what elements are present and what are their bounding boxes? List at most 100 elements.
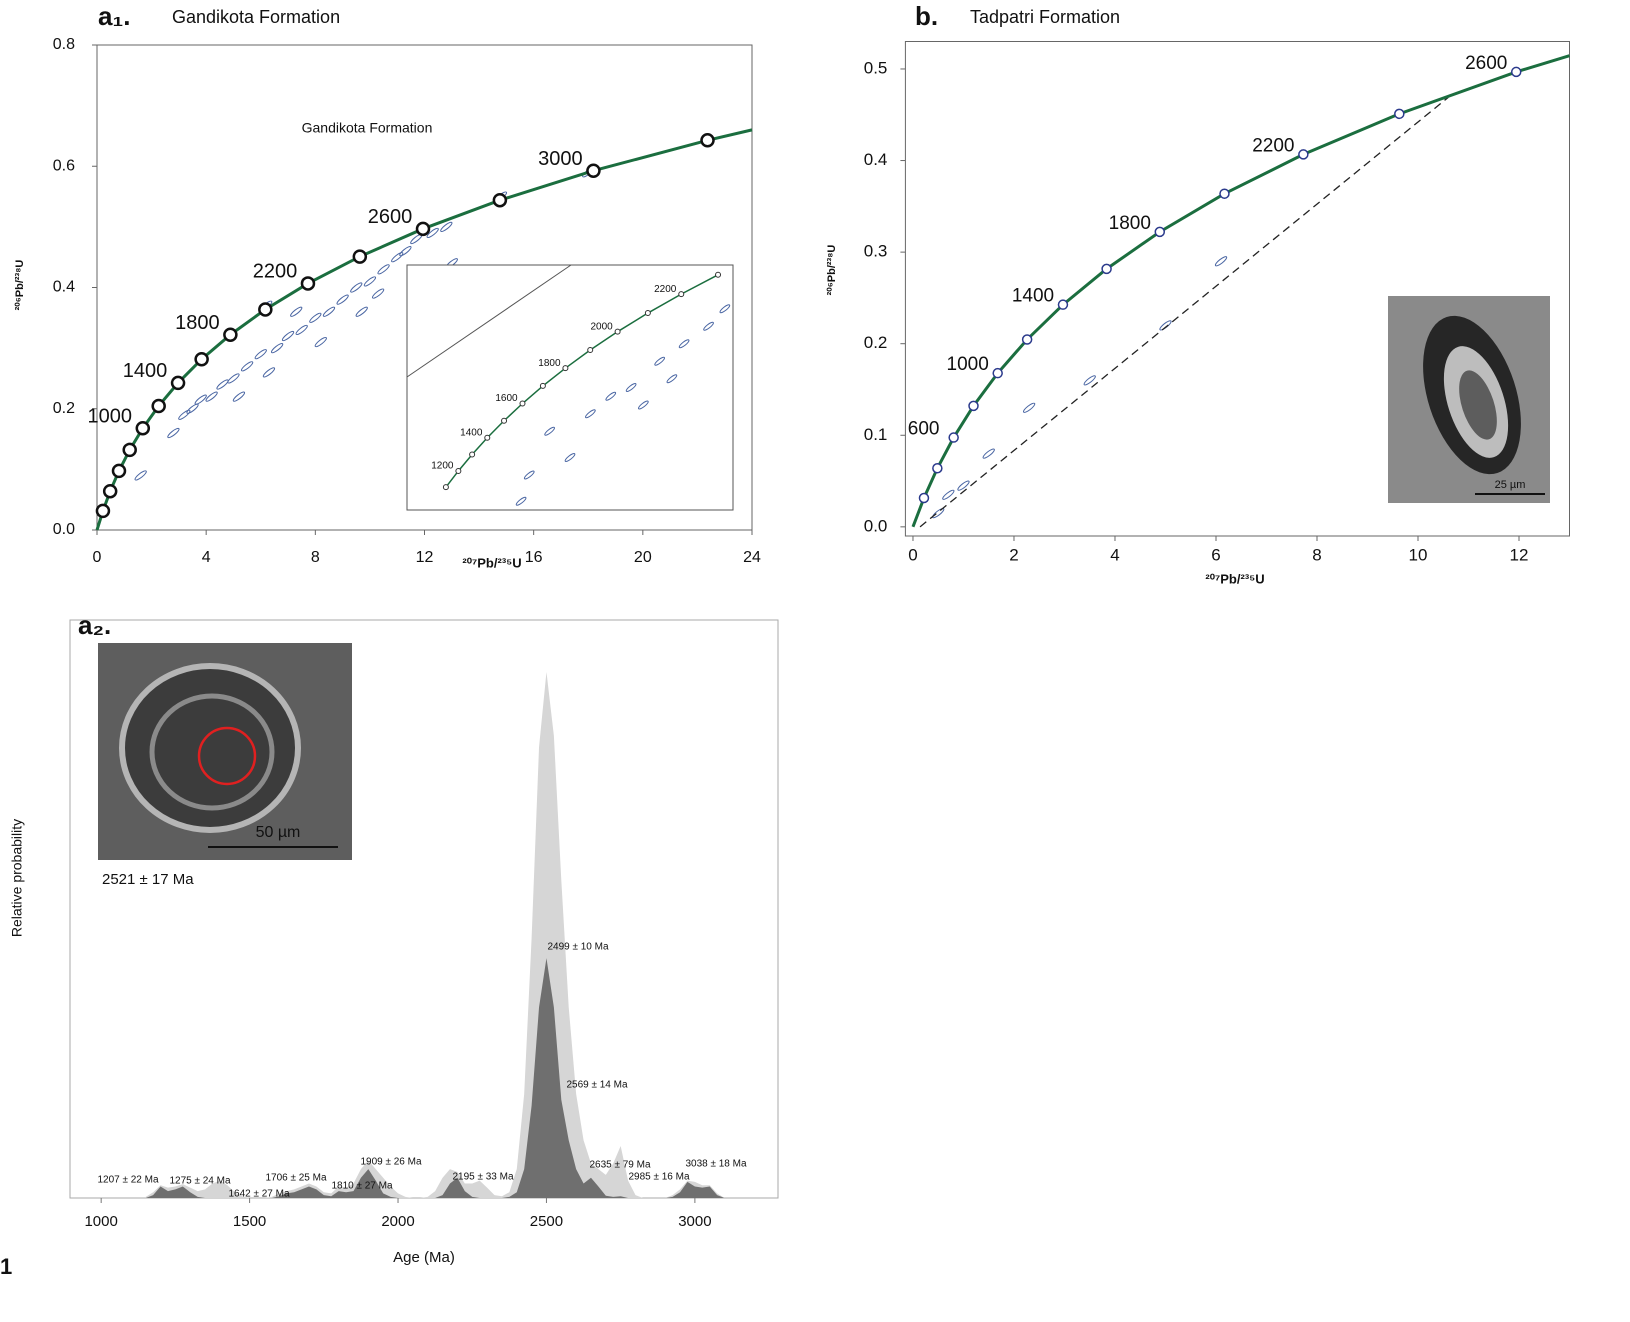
inset-marker	[539, 382, 546, 389]
x-tick-label: 4	[202, 549, 211, 566]
age-marker	[1154, 226, 1166, 238]
x-tick-label: 12	[1510, 545, 1529, 564]
age-marker	[102, 483, 118, 499]
age-marker	[1219, 188, 1230, 199]
analysis-ellipse	[523, 470, 535, 480]
age-label: 1000	[947, 354, 989, 375]
inset-marker	[715, 271, 722, 278]
y-axis-title: ²⁰⁶Pb/²³⁸U	[14, 260, 26, 311]
analysis-ellipse	[186, 403, 199, 414]
age-marker	[1394, 108, 1405, 120]
inset-marker	[562, 365, 569, 372]
x-tick-label: 10	[1409, 545, 1428, 564]
analysis-ellipse	[322, 306, 336, 317]
x-tick-label: 3000	[678, 1213, 711, 1230]
analysis-ellipse	[216, 379, 229, 390]
peak-annotation: 1275 ± 24 Ma	[169, 1176, 231, 1187]
figure-label: 1	[0, 1254, 12, 1279]
analysis-ellipse	[227, 373, 240, 384]
analysis-ellipse	[194, 394, 207, 405]
y-tick-label: 0.0	[864, 516, 888, 535]
age-label: 1800	[175, 312, 220, 334]
image-caption: 2521 ± 17 Ma	[102, 871, 194, 888]
inset-marker	[644, 310, 651, 317]
age-label: 2200	[1252, 135, 1294, 156]
analysis-ellipse	[240, 361, 254, 372]
analysis-ellipse	[932, 508, 945, 519]
analysis-ellipse	[355, 306, 368, 317]
inset-age-label: 2000	[590, 321, 613, 332]
age-marker	[170, 375, 186, 391]
y-tick-label: 0.2	[53, 400, 75, 417]
age-marker	[700, 133, 715, 148]
analysis-ellipse	[564, 453, 576, 462]
inset-frame	[406, 264, 734, 511]
scale-bar-label: 25 µm	[1495, 479, 1526, 491]
y-tick-label: 0.8	[53, 36, 75, 53]
age-label: 2200	[253, 261, 298, 283]
y-tick-label: 0.6	[53, 157, 75, 174]
age-marker	[111, 463, 127, 479]
inset-marker	[484, 434, 491, 441]
age-marker	[918, 492, 930, 504]
age-label: 1400	[123, 360, 168, 382]
age-marker	[122, 442, 137, 458]
analysis-ellipse	[363, 276, 377, 287]
age-label: 1800	[1109, 213, 1151, 234]
y-tick-label: 0.4	[53, 279, 75, 296]
x-tick-label: 8	[1312, 545, 1321, 564]
analysis-ellipse	[1083, 375, 1096, 386]
peak-annotation: 1810 ± 27 Ma	[331, 1181, 393, 1192]
x-tick-label: 0	[93, 549, 102, 566]
y-tick-label: 0.0	[53, 521, 75, 538]
age-marker	[932, 462, 943, 474]
peak-annotation: 2195 ± 33 Ma	[452, 1172, 514, 1183]
age-marker	[194, 351, 209, 367]
panel-label: a₁.	[98, 1, 130, 31]
inset-age-label: 1600	[495, 393, 518, 404]
inset-age-label: 2200	[654, 284, 677, 295]
analysis-ellipse	[399, 246, 412, 257]
panel-label: a₂.	[78, 610, 111, 640]
analysis-ellipse	[666, 374, 678, 384]
age-marker	[300, 276, 316, 291]
x-tick-label: 24	[743, 549, 761, 566]
peak-annotation: 1207 ± 22 Ma	[97, 1175, 159, 1186]
peak-annotation: 1909 ± 26 Ma	[360, 1157, 422, 1168]
age-label: 600	[908, 419, 940, 440]
y-tick-label: 0.2	[864, 333, 888, 352]
panel-label: b.	[915, 1, 938, 31]
x-tick-label: 20	[634, 549, 652, 566]
analysis-ellipse	[134, 470, 147, 481]
peak-annotation: 1642 ± 27 Ma	[228, 1189, 290, 1200]
analysis-ellipse	[426, 227, 439, 239]
inset-marker	[614, 328, 621, 335]
age-marker	[135, 421, 151, 436]
analysis-ellipse	[178, 409, 191, 420]
inset-marker	[678, 291, 685, 298]
analysis-ellipse	[371, 288, 385, 299]
age-label: 3000	[538, 148, 583, 170]
age-marker	[352, 249, 368, 264]
y-axis-title: Relative probability	[9, 819, 25, 937]
inset-marker	[519, 400, 526, 407]
age-label: 1000	[88, 406, 133, 428]
inset-marker	[587, 347, 594, 354]
analysis-ellipse	[982, 448, 995, 459]
analysis-ellipse	[281, 330, 295, 342]
scale-bar-label: 50 µm	[256, 824, 301, 841]
analysis-ellipse	[314, 336, 327, 348]
grain-image	[98, 643, 352, 860]
peak-annotation: 2635 ± 79 Ma	[589, 1160, 651, 1171]
peak-annotation: 2569 ± 14 Ma	[566, 1080, 628, 1091]
analysis-ellipse	[440, 221, 453, 232]
analysis-ellipse	[391, 252, 404, 263]
inset-marker	[501, 417, 508, 424]
x-tick-label: 6	[1211, 545, 1220, 564]
analysis-ellipse	[350, 282, 363, 293]
analysis-ellipse	[1159, 320, 1172, 331]
age-label: 2600	[368, 206, 413, 228]
analysis-ellipse	[336, 294, 349, 305]
peak-annotation: 1706 ± 25 Ma	[265, 1173, 327, 1184]
